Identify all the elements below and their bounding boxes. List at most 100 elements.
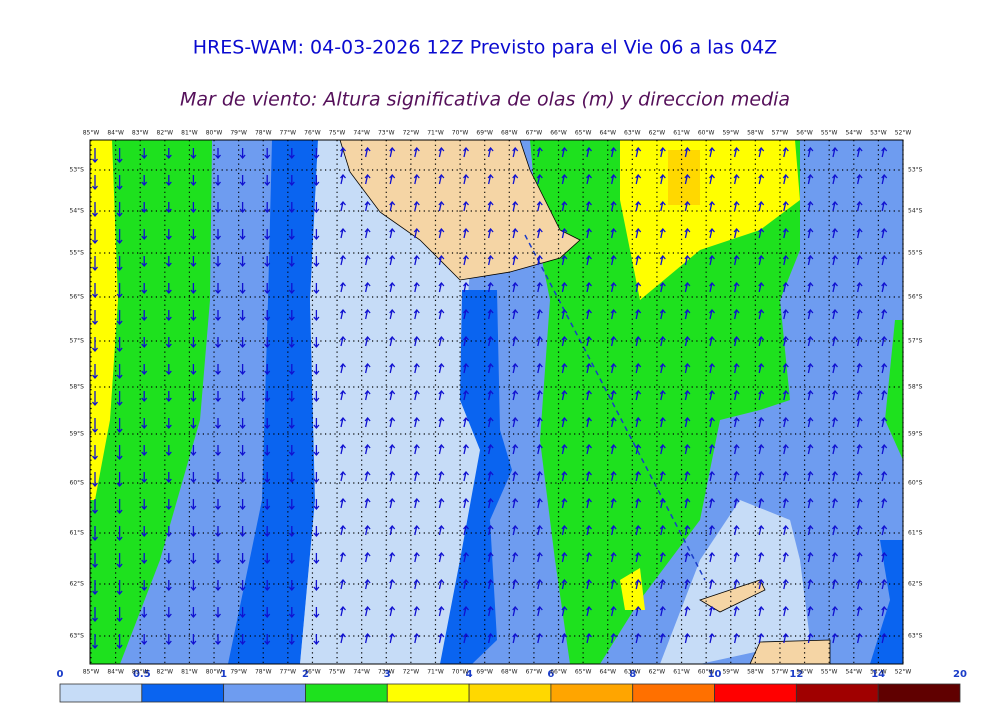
wave-arrow-head [684,254,691,260]
wave-arrow-head [487,524,494,530]
lon-label: 73°W [378,130,395,137]
wave-arrow [512,147,516,158]
wave-arrow [758,228,762,239]
wave-arrow-head [586,227,592,233]
wave-arrow-head [807,200,814,206]
lon-label: 67°W [526,669,543,676]
wave-arrow-head [413,605,420,611]
wave-arrow [512,471,516,482]
wave-arrow-head [561,281,568,287]
wave-arrow-head [165,343,172,349]
wave-arrow [856,228,861,239]
wave-arrow [635,336,639,347]
wave-arrow-head [807,578,814,584]
wave-arrow [487,363,492,374]
wave-arrow-head [364,443,371,449]
wave-arrow [463,255,467,266]
wave-arrow-head [340,227,346,233]
wave-arrow-head [364,281,371,287]
wave-arrow [807,363,812,374]
wave-arrow [856,363,861,374]
wave-arrow [832,147,836,158]
wave-arrow-head [610,497,617,503]
wave-arrow-head [413,146,420,152]
wave-arrow [340,525,344,536]
wave-arrow-head [881,335,888,341]
wave-arrow-head [340,362,346,368]
wave-arrow [832,201,836,212]
wave-arrow-head [733,578,740,584]
wave-arrow-head [733,362,740,368]
wave-arrow-head [610,254,617,260]
lon-label: 60°W [698,130,715,137]
wave-arrow-head [116,239,123,245]
wave-arrow [389,282,393,293]
lon-label: 82°W [157,669,174,676]
wave-arrow-head [684,578,691,584]
lat-label: 63°S [908,633,923,640]
wave-arrow [537,255,541,266]
wave-arrow-head [288,613,295,619]
wave-arrow-head [413,578,420,584]
wave-arrow [512,498,516,509]
wave-arrow-head [684,308,691,314]
wave-arrow [783,255,787,266]
wave-arrow-head [239,451,246,457]
wave-arrow [537,201,541,212]
lon-label: 83°W [132,669,149,676]
wave-arrow-head [438,470,445,476]
wave-arrow-head [635,227,642,233]
wave-arrow [807,498,812,509]
wave-arrow-head [116,293,123,299]
wave-arrow [389,552,393,563]
wave-arrow-head [659,308,666,314]
wave-arrow-head [239,289,246,295]
wave-arrow-head [856,551,863,557]
wave-arrow [832,606,836,617]
wave-arrow-head [463,254,469,260]
wave-arrow-head [487,497,494,503]
lon-label: 78°W [255,669,272,676]
lon-label: 66°W [550,130,567,137]
wave-arrow [856,255,861,266]
wave-arrow-head [684,524,691,530]
wave-arrow-head [610,200,617,206]
wave-arrow [783,606,787,617]
wave-arrow [414,498,418,509]
wave-arrow [807,579,812,590]
wave-arrow [881,228,885,239]
wave-arrow [733,498,738,509]
wave-arrow-head [782,389,789,395]
wave-arrow-head [487,605,494,611]
wave-arrow-head [586,416,592,422]
wave-arrow-head [264,478,271,484]
wave-arrow [610,336,615,347]
wave-arrow-head [561,605,568,611]
wave-arrow-head [141,262,148,268]
wave-arrow-head [512,389,519,395]
wave-arrow [660,525,664,536]
colorbar-label: 3 [384,669,391,680]
wave-arrow [414,363,418,374]
wave-arrow-head [536,200,543,206]
wave-arrow [487,390,492,401]
wave-arrow [537,552,541,563]
colorbar-swatch [468,683,552,703]
wave-arrow-head [487,335,494,341]
lon-label: 77°W [280,130,297,137]
wave-arrow-head [758,470,765,476]
wave-arrow-head [264,532,271,538]
wave-arrow-head [463,308,469,314]
wave-arrow-head [881,281,888,287]
wave-arrow-head [610,335,617,341]
wave-arrow-head [313,316,320,322]
wave-arrow-head [438,551,445,557]
wave-arrow-head [340,470,346,476]
wave-arrow-head [856,254,863,260]
wave-arrow-head [758,416,765,422]
map-field [90,140,903,664]
wave-arrow-head [141,181,148,187]
wave-arrow-head [413,281,420,287]
wave-arrow-head [215,289,221,295]
wave-arrow [512,390,516,401]
